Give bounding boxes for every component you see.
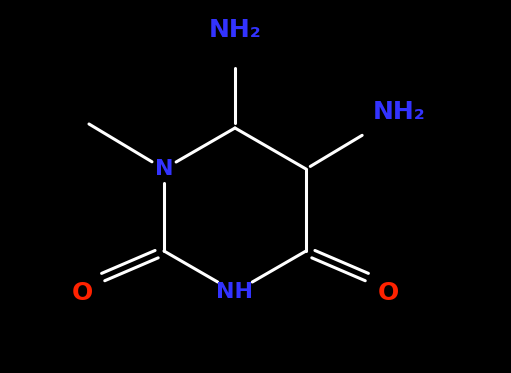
Text: O: O xyxy=(378,281,399,305)
Text: NH₂: NH₂ xyxy=(373,100,425,124)
Text: O: O xyxy=(72,281,92,305)
Text: N: N xyxy=(155,159,173,179)
Text: NH: NH xyxy=(217,282,253,302)
Text: NH₂: NH₂ xyxy=(208,18,261,42)
